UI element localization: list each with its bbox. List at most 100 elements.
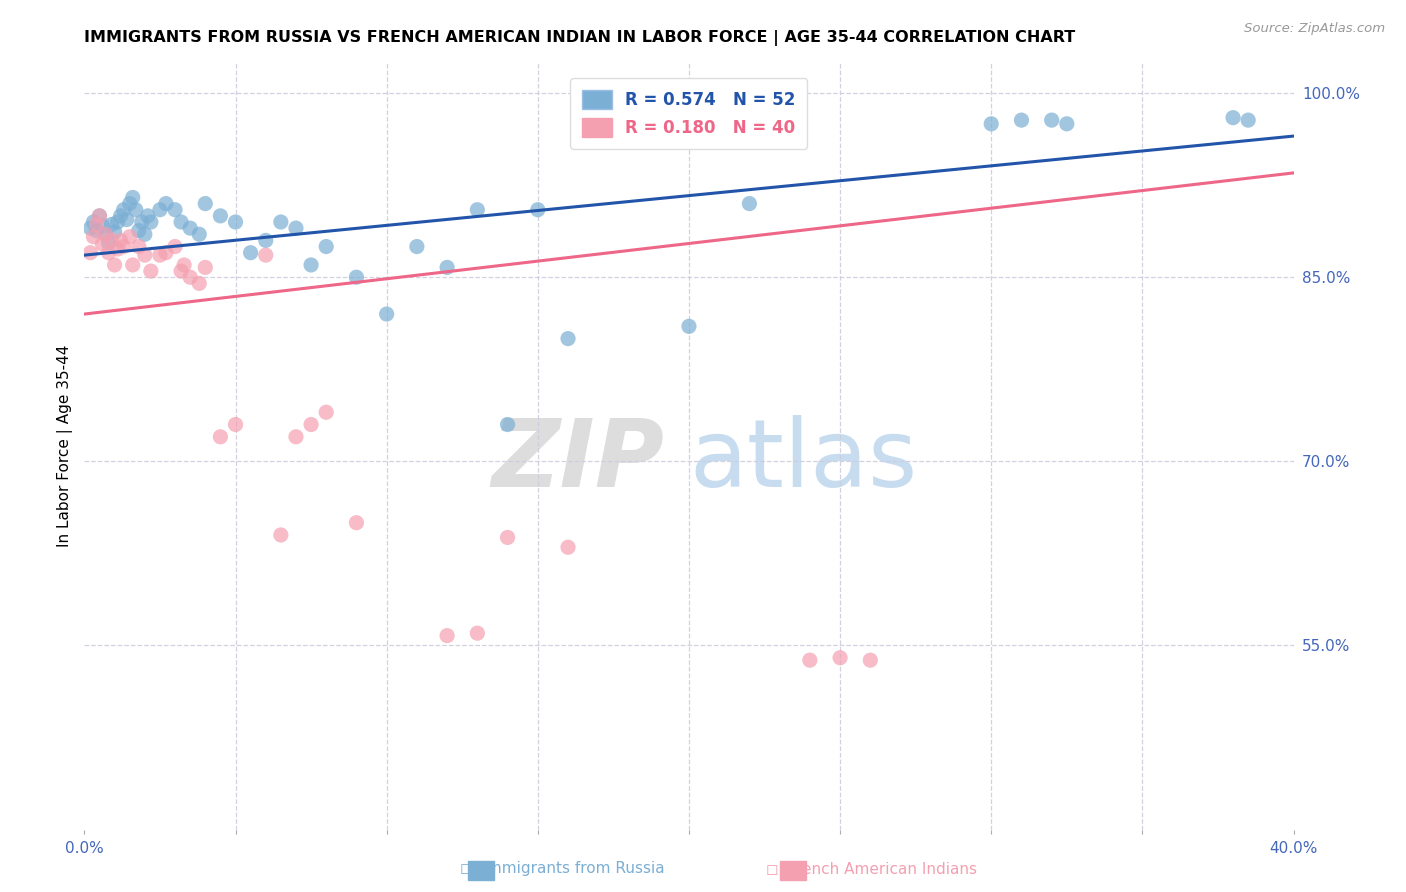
Point [188, 227, 211, 242]
Point [136, 209, 159, 223]
Point [104, 258, 127, 272]
Text: atlas: atlas [689, 416, 917, 508]
Point [1056, 117, 1078, 131]
Point [496, 417, 519, 432]
Point [678, 319, 700, 334]
Point [149, 248, 172, 262]
Text: Source: ZipAtlas.com: Source: ZipAtlas.com [1244, 22, 1385, 36]
Point [496, 531, 519, 545]
Point [346, 516, 368, 530]
Point [209, 209, 232, 223]
Point [155, 245, 177, 260]
Point [165, 202, 187, 217]
Point [830, 650, 852, 665]
Point [79, 221, 101, 235]
Point [107, 215, 129, 229]
Point [128, 239, 150, 253]
Point [799, 653, 821, 667]
Point [104, 225, 127, 239]
Point [179, 270, 201, 285]
Point [859, 653, 882, 667]
Point [100, 218, 122, 232]
Legend: R = 0.574   N = 52, R = 0.180   N = 40: R = 0.574 N = 52, R = 0.180 N = 40 [571, 78, 807, 149]
Point [436, 629, 458, 643]
Point [118, 229, 141, 244]
Point [315, 239, 337, 253]
Point [110, 234, 132, 248]
Point [209, 430, 232, 444]
Point [188, 277, 211, 291]
Point [467, 626, 489, 640]
Point [82, 229, 104, 244]
Point [179, 221, 201, 235]
Point [557, 332, 579, 346]
Point [121, 190, 143, 204]
Point [125, 202, 148, 217]
Point [980, 117, 1002, 131]
Point [194, 196, 217, 211]
Point [1222, 111, 1244, 125]
Point [100, 234, 122, 248]
Point [134, 248, 156, 262]
Point [134, 227, 156, 242]
Point [527, 202, 550, 217]
Point [406, 239, 429, 253]
Point [118, 196, 141, 211]
Point [128, 224, 150, 238]
Point [155, 196, 177, 211]
Point [254, 248, 277, 262]
Y-axis label: In Labor Force | Age 35-44: In Labor Force | Age 35-44 [58, 345, 73, 547]
Point [299, 417, 322, 432]
Point [173, 258, 195, 272]
Point [270, 528, 292, 542]
Point [285, 221, 308, 235]
Point [110, 209, 132, 223]
Point [239, 245, 262, 260]
Point [315, 405, 337, 419]
Point [115, 212, 138, 227]
Point [557, 541, 579, 555]
Point [89, 209, 111, 223]
Point [131, 215, 153, 229]
Point [299, 258, 322, 272]
Point [107, 242, 129, 256]
Point [225, 417, 247, 432]
Point [97, 235, 120, 250]
Point [112, 202, 135, 217]
Point [91, 219, 114, 233]
Point [170, 215, 193, 229]
Point [149, 202, 172, 217]
Point [375, 307, 398, 321]
Point [97, 245, 120, 260]
Point [139, 215, 162, 229]
Point [170, 264, 193, 278]
Point [82, 215, 104, 229]
Point [121, 258, 143, 272]
Point [738, 196, 761, 211]
Point [139, 264, 162, 278]
Point [436, 260, 458, 275]
Text: ◻  Immigrants from Russia: ◻ Immigrants from Russia [460, 861, 665, 876]
Point [1237, 113, 1260, 128]
Point [91, 237, 114, 252]
Point [89, 209, 111, 223]
Point [194, 260, 217, 275]
Point [285, 430, 308, 444]
Text: ◻  French American Indians: ◻ French American Indians [766, 861, 977, 876]
Text: ZIP: ZIP [492, 416, 665, 508]
Point [225, 215, 247, 229]
Point [79, 245, 101, 260]
Point [165, 239, 187, 253]
Point [86, 218, 108, 232]
Point [270, 215, 292, 229]
Point [1040, 113, 1063, 128]
Text: IMMIGRANTS FROM RUSSIA VS FRENCH AMERICAN INDIAN IN LABOR FORCE | AGE 35-44 CORR: IMMIGRANTS FROM RUSSIA VS FRENCH AMERICA… [84, 29, 1076, 45]
Point [346, 270, 368, 285]
Point [86, 224, 108, 238]
Point [112, 239, 135, 253]
Point [1011, 113, 1033, 128]
Point [467, 202, 489, 217]
Point [94, 227, 117, 242]
Point [94, 227, 117, 242]
Point [254, 234, 277, 248]
